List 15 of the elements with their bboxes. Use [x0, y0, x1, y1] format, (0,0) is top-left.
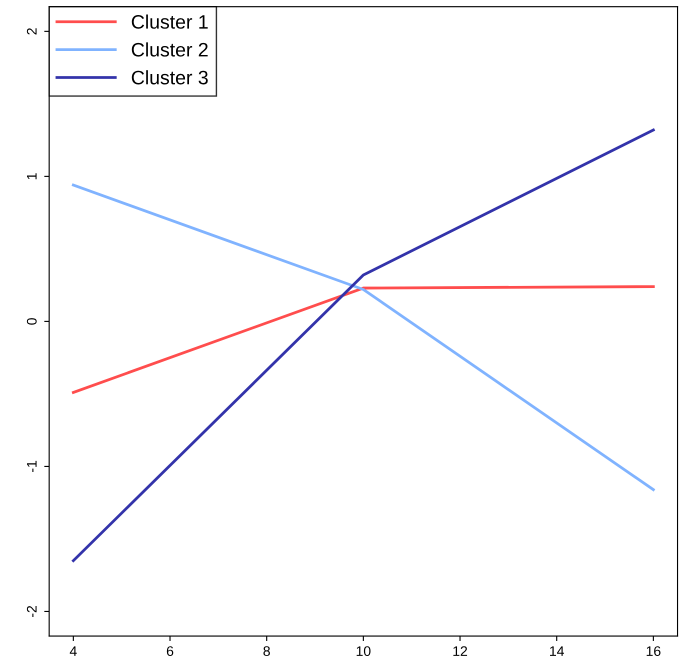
y-tick-label: -2: [26, 606, 37, 618]
x-tick-label: 6: [166, 646, 174, 656]
legend-label: Cluster 3: [132, 70, 208, 84]
y-tick-label: 0: [26, 318, 37, 325]
legend-label: Cluster 1: [132, 14, 208, 29]
x-tick-label: 16: [646, 646, 660, 656]
x-tick-label: 14: [550, 646, 564, 656]
x-tick-label: 4: [70, 646, 77, 656]
x-tick-label: 12: [453, 646, 468, 656]
y-tick-label: 1: [27, 173, 37, 180]
x-tick-label: 8: [263, 646, 270, 656]
x-tick-label: 10: [356, 646, 371, 656]
y-tick-label: 2: [26, 28, 37, 35]
legend-label: Cluster 2: [132, 42, 208, 57]
y-tick-label: -1: [27, 460, 37, 472]
